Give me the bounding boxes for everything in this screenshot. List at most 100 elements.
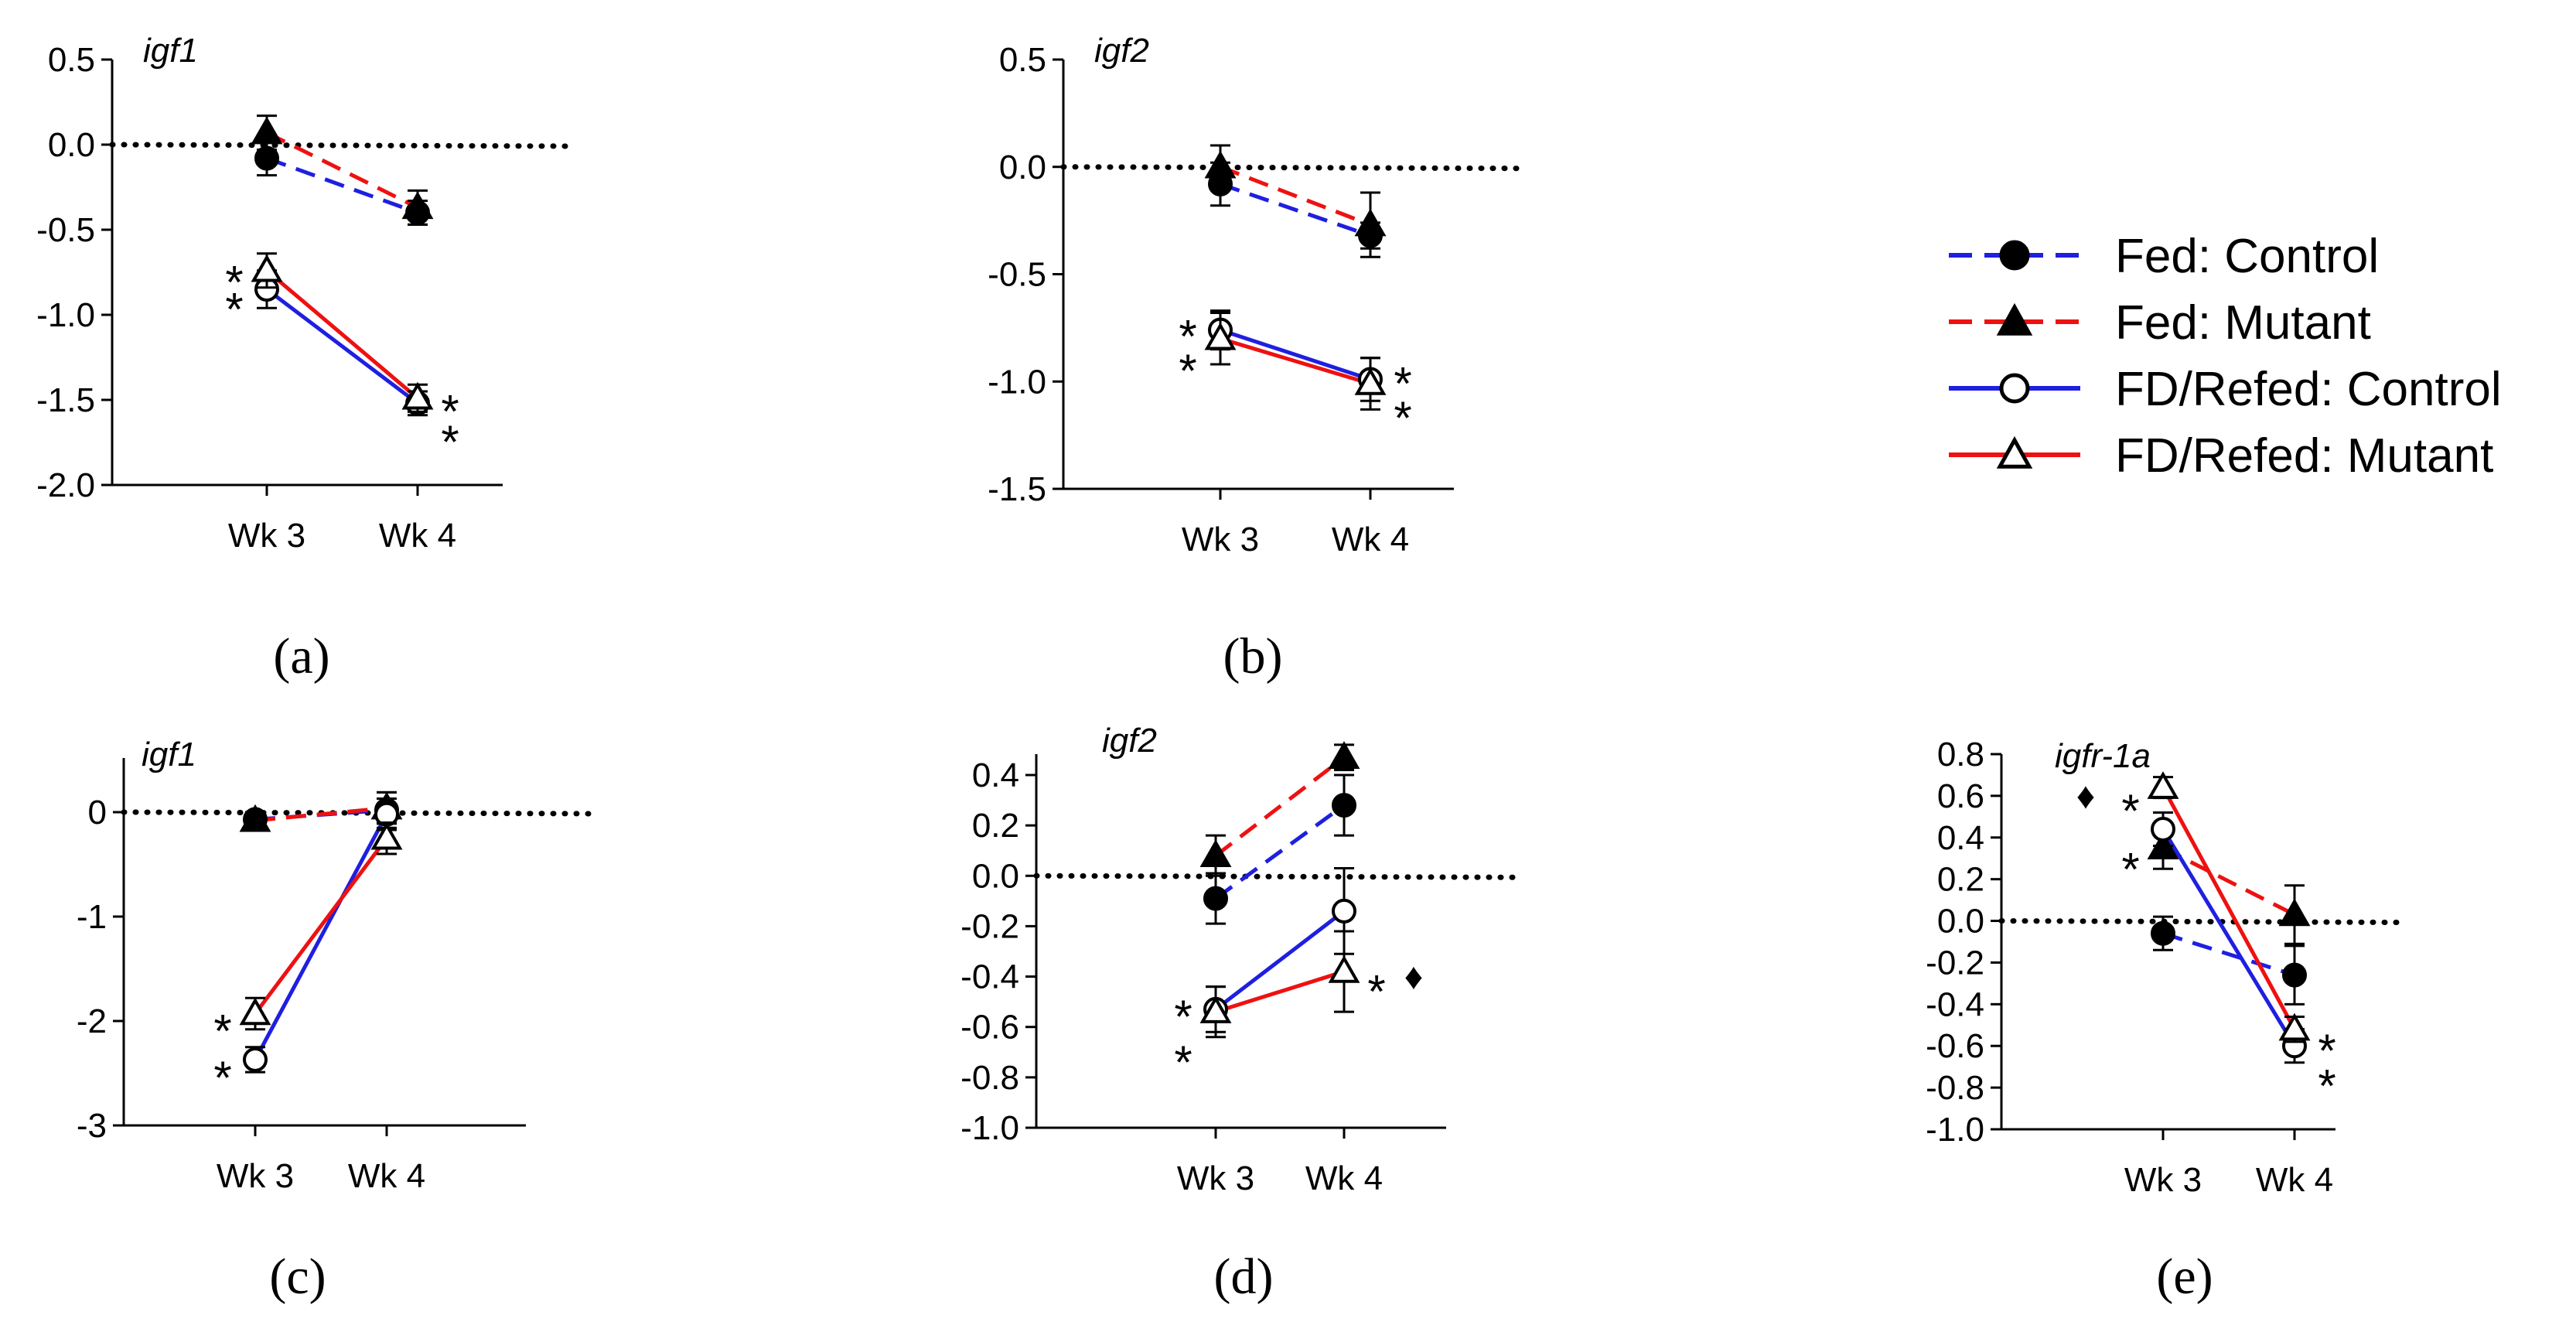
panel-letter: (e) — [2156, 1248, 2213, 1305]
legend-label: FD/Refed: Mutant — [2115, 429, 2493, 483]
y-tick-label: 0.2 — [972, 807, 1019, 845]
zero-reference-line — [1998, 918, 2408, 926]
data-point-triangle — [2278, 898, 2311, 927]
series-line-fd-refed-mutant — [253, 837, 389, 1016]
panel-e: 0.8 0.6 0.4 0.2 0.0-0.2-0.4 -0.6 -0.8 -1.0 Wk 3 W… — [1926, 736, 2408, 1305]
x-tick-label: Wk 4 — [379, 517, 456, 555]
y-tick-label: -0.8 — [1926, 1069, 1984, 1107]
panel-c: 0 -1 -2 -3 Wk 3 Wk 4 igf1 ** (c) — [77, 736, 599, 1305]
series-line-fed-mutant — [265, 131, 419, 210]
series-line-fed-control — [2162, 931, 2295, 977]
panel-title: igf2 — [1094, 32, 1149, 70]
series-line-fed-mutant — [254, 806, 387, 823]
series-line-fd-refed-control — [1220, 328, 1371, 381]
x-tick-label: Wk 3 — [1182, 521, 1259, 558]
y-tick-label: -0.4 — [960, 958, 1019, 996]
series-line-fed-control — [266, 156, 418, 215]
series-line-fd-refed-mutant — [1220, 336, 1371, 386]
legend-marker-triangle — [1996, 302, 2033, 336]
y-tick-label: -2.0 — [36, 466, 95, 504]
x-tick-label: Wk 4 — [2256, 1161, 2333, 1199]
legend-item: Fed: Control — [1949, 230, 2379, 283]
panel-letter: (a) — [273, 628, 329, 685]
x-tick-label: Wk 3 — [217, 1157, 294, 1195]
data-point-circle — [243, 1047, 268, 1072]
panel-letter: (b) — [1223, 628, 1283, 685]
y-tick-label: 0.0 — [48, 126, 95, 164]
y-tick-label: 0 — [88, 794, 107, 831]
data-point-circle — [2282, 962, 2307, 988]
y-tick-label: 0.0 — [1937, 903, 1984, 941]
data-point-triangle — [1354, 367, 1387, 395]
panel-title: igf1 — [143, 32, 198, 70]
data-point-triangle — [2147, 771, 2179, 799]
data-point-triangle — [1204, 322, 1237, 350]
significance-asterisk: * — [213, 1005, 231, 1057]
zero-reference-line — [121, 809, 599, 817]
series-line-fed-mutant — [1220, 165, 1371, 227]
series-line-fed-control — [1220, 182, 1371, 237]
x-tick-label: Wk 4 — [348, 1157, 425, 1195]
y-tick-label: 0.4 — [972, 756, 1019, 794]
y-tick-label: -1.0 — [1926, 1111, 1984, 1149]
significance-diamond: ♦ — [1404, 957, 1424, 998]
data-point-circle — [2151, 920, 2175, 946]
significance-asterisk: * — [1367, 966, 1385, 1018]
data-point-triangle — [1204, 150, 1237, 179]
y-tick-label: 0.8 — [1937, 736, 1984, 773]
y-tick-label: -1.0 — [36, 296, 95, 334]
zero-reference-line — [1060, 164, 1527, 172]
data-point-triangle — [401, 191, 434, 220]
significance-diamond: ♦ — [2076, 776, 2096, 817]
data-point-circle — [1332, 898, 1356, 924]
data-point-triangle — [239, 997, 271, 1026]
data-point-triangle — [2278, 1012, 2311, 1041]
data-point-triangle — [1199, 995, 1232, 1023]
legend-label: FD/Refed: Control — [2115, 363, 2502, 416]
x-tick-label: Wk 3 — [2124, 1161, 2202, 1199]
series-line-fd-refed-control — [253, 813, 389, 1061]
y-tick-label: 0.0 — [972, 857, 1019, 895]
significance-asterisk: * — [2318, 1025, 2335, 1077]
legend-marker-circle — [1999, 240, 2030, 271]
y-tick-label: -1.0 — [988, 363, 1046, 401]
zero-reference-line — [1033, 872, 1519, 880]
data-point-circle — [2151, 817, 2175, 842]
data-point-triangle — [251, 116, 283, 145]
data-point-triangle — [1354, 208, 1387, 237]
x-tick-label: Wk 4 — [1305, 1159, 1383, 1197]
x-tick-label: Wk 4 — [1332, 521, 1409, 558]
y-tick-label: -1 — [77, 898, 107, 936]
significance-asterisk: * — [1174, 991, 1192, 1043]
y-tick-label: 0.4 — [1937, 819, 1984, 857]
legend-marker-triangle — [1996, 435, 2033, 469]
panel-title: igf2 — [1102, 722, 1157, 760]
y-tick-label: -0.6 — [1926, 1027, 1984, 1065]
y-tick-label: -1.5 — [36, 381, 95, 419]
y-tick-label: -0.2 — [1926, 944, 1984, 982]
y-tick-label: -0.8 — [960, 1059, 1019, 1097]
data-point-triangle — [251, 254, 283, 282]
significance-asterisk: * — [225, 284, 243, 336]
y-tick-label: -0.5 — [988, 256, 1046, 294]
x-tick-label: Wk 3 — [228, 517, 305, 555]
series-line-fd-refed-control — [2161, 828, 2297, 1047]
series-line-fd-refed-mutant — [265, 268, 419, 400]
panels: 0.50.0-0.5-1.0-1.5-2.0Wk 3 Wk 4igf1****(a… — [36, 32, 2408, 1305]
y-tick-label: -1.0 — [960, 1109, 1019, 1147]
y-tick-label: -2 — [77, 1002, 107, 1040]
panel-letter: (d) — [1214, 1248, 1274, 1305]
legend-item: FD/Refed: Control — [1949, 363, 2502, 416]
series-line-fed-control — [1214, 804, 1346, 900]
panel-d: 0.4 0.2 0.0 -0.2 -0.4 -0.6 -0.8 -1.0 Wk 3 Wk 4 igf… — [960, 722, 1519, 1305]
x-tick-label: Wk 3 — [1177, 1159, 1254, 1197]
y-tick-label: -0.2 — [960, 907, 1019, 945]
significance-asterisk: * — [2121, 843, 2139, 895]
y-tick-label: -0.5 — [36, 211, 95, 249]
data-point-triangle — [1328, 955, 1360, 983]
legend-label: Fed: Mutant — [2115, 296, 2371, 350]
significance-asterisk: * — [1174, 1036, 1192, 1088]
significance-asterisk: * — [441, 416, 459, 468]
significance-asterisk: * — [441, 386, 459, 438]
series-line-fd-refed-mutant — [2161, 786, 2297, 1030]
